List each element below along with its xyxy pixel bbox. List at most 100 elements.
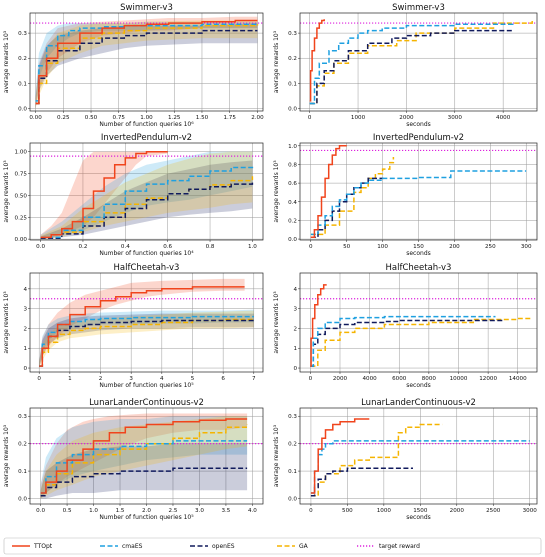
chart-panel-5: 0 1 2 3 4 5 6 7 0 1 2 3 4 HalfCheetah-v3 Number of fun… bbox=[3, 263, 264, 389]
series-line-GA bbox=[310, 317, 533, 367]
legend-label-cmaES: cmaES bbox=[122, 543, 143, 550]
series-line-openES bbox=[40, 467, 248, 497]
y-tick-label: 0.2 bbox=[18, 56, 27, 62]
y-axis-label: average rewards 10³ bbox=[273, 291, 280, 354]
x-axis-label: seconds bbox=[406, 250, 431, 257]
y-tick-label: 0.0 bbox=[288, 497, 297, 503]
band-TTOpt bbox=[39, 278, 245, 368]
y-tick-label: 0.25 bbox=[15, 215, 28, 221]
x-tick-label: 1 bbox=[68, 376, 72, 382]
y-axis-label: average rewards 10³ bbox=[273, 160, 280, 223]
x-tick-label: 4000 bbox=[496, 115, 511, 121]
x-tick-label: 2.0 bbox=[142, 508, 151, 514]
x-tick-label: 1.50 bbox=[196, 115, 209, 121]
x-tick-label: 2000 bbox=[450, 508, 465, 514]
chart-panel-1: 0.00 0.25 0.50 0.75 1.00 1.25 1.50 1.75 2.00 0.0 0… bbox=[3, 3, 264, 128]
x-tick-label: 0 bbox=[309, 244, 313, 250]
x-tick-label: 3.0 bbox=[195, 508, 204, 514]
plot-area bbox=[300, 145, 537, 238]
chart-title: LunarLanderContinuous-v2 bbox=[89, 398, 204, 408]
series-line-cmaES bbox=[309, 23, 514, 105]
series-line-TTOpt bbox=[39, 286, 245, 367]
x-tick-label: 0 bbox=[308, 115, 312, 121]
y-tick-label: 0.1 bbox=[18, 81, 27, 87]
y-tick-label: 0.2 bbox=[288, 56, 297, 62]
axes-frame bbox=[299, 407, 538, 505]
y-tick-label: 0.50 bbox=[15, 193, 28, 199]
band-GA bbox=[39, 310, 254, 368]
x-axis-label: Number of function queries 10⁴ bbox=[99, 250, 194, 257]
series-line-openES bbox=[35, 29, 258, 105]
series-line-cmaES bbox=[40, 440, 248, 494]
x-tick-label: 0 bbox=[309, 376, 313, 382]
series-line-TTOpt bbox=[40, 150, 168, 239]
x-tick-label: 7 bbox=[252, 376, 256, 382]
x-tick-label: 0.2 bbox=[79, 244, 88, 250]
axes-frame bbox=[29, 142, 264, 241]
legend-label-GA: GA bbox=[299, 543, 309, 550]
axes-frame bbox=[29, 12, 264, 112]
x-tick-label: 2000 bbox=[333, 376, 348, 382]
y-tick-label: 0.1 bbox=[288, 469, 297, 475]
y-tick-label: 0.2 bbox=[18, 442, 27, 448]
x-tick-label: 3 bbox=[129, 376, 133, 382]
y-tick-label: 0.1 bbox=[18, 469, 27, 475]
series-line-TTOpt bbox=[310, 145, 347, 238]
y-tick-label: 0.3 bbox=[18, 414, 27, 420]
band-GA bbox=[40, 151, 253, 240]
series-line-cmaES bbox=[310, 440, 530, 494]
plot-area bbox=[300, 418, 537, 497]
x-tick-label: 0.8 bbox=[206, 244, 215, 250]
series-line-cmaES bbox=[40, 164, 254, 239]
y-axis-label: average rewards 10³ bbox=[273, 424, 280, 487]
series-line-GA bbox=[40, 176, 254, 240]
axes-frame bbox=[29, 272, 264, 373]
series-line-TTOpt bbox=[309, 19, 325, 102]
x-tick-label: 250 bbox=[485, 244, 496, 250]
x-tick-label: 1.00 bbox=[140, 115, 153, 121]
band-openES bbox=[39, 313, 254, 368]
y-tick-label: 0.3 bbox=[288, 414, 297, 420]
y-tick-label: 1 bbox=[23, 346, 27, 352]
y-tick-label: 0.0 bbox=[288, 106, 297, 112]
x-tick-label: 0 bbox=[37, 376, 41, 382]
y-tick-label: 0.4 bbox=[288, 200, 297, 206]
series-line-GA bbox=[39, 318, 255, 367]
x-tick-label: 1000 bbox=[351, 115, 366, 121]
band-cmaES bbox=[40, 151, 253, 240]
y-tick-label: 1.00 bbox=[15, 150, 28, 156]
y-tick-label: 4 bbox=[23, 287, 27, 293]
plot-area bbox=[30, 278, 263, 368]
series-line-openES bbox=[40, 182, 254, 240]
band-cmaES bbox=[35, 21, 258, 109]
y-tick-label: 0.00 bbox=[15, 237, 28, 243]
axes-frame bbox=[29, 407, 264, 505]
legend-label-TTOpt: TTOpt bbox=[33, 543, 53, 550]
x-axis-label: Number of function queries 10⁵ bbox=[99, 514, 194, 521]
chart-title: InvertedPendulum-v2 bbox=[101, 133, 192, 143]
band-openES bbox=[35, 23, 258, 109]
series-line-openES bbox=[310, 319, 503, 367]
x-tick-label: 1.75 bbox=[223, 115, 236, 121]
x-tick-label: 6000 bbox=[392, 376, 407, 382]
axes-frame bbox=[299, 12, 538, 112]
chart-title: Swimmer-v3 bbox=[392, 3, 445, 13]
x-tick-label: 100 bbox=[377, 244, 388, 250]
x-tick-label: 0.4 bbox=[121, 244, 130, 250]
x-tick-label: 4 bbox=[160, 376, 164, 382]
x-tick-label: 14000 bbox=[509, 376, 527, 382]
chart-panel-8: 0 500 1000 1500 2000 2500 3000 0.0 0.1 0.2 0.3 Luna… bbox=[273, 398, 538, 521]
y-tick-label: 0.3 bbox=[18, 31, 27, 37]
legend-box bbox=[3, 537, 542, 555]
y-tick-label: 0.75 bbox=[15, 172, 28, 178]
y-axis-label: average rewards 10³ bbox=[3, 424, 10, 487]
series-line-openES bbox=[310, 467, 413, 497]
x-tick-label: 2000 bbox=[399, 115, 414, 121]
chart-panel-6: 0 2000 4000 6000 8000 10000 12000 14000 0 1 2 3 4 Hal… bbox=[273, 263, 538, 389]
x-tick-label: 0.0 bbox=[36, 508, 45, 514]
series-line-openES bbox=[39, 319, 254, 367]
x-tick-label: 4.0 bbox=[248, 508, 257, 514]
y-tick-label: 0.8 bbox=[288, 162, 297, 168]
series-line-openES bbox=[309, 29, 513, 105]
